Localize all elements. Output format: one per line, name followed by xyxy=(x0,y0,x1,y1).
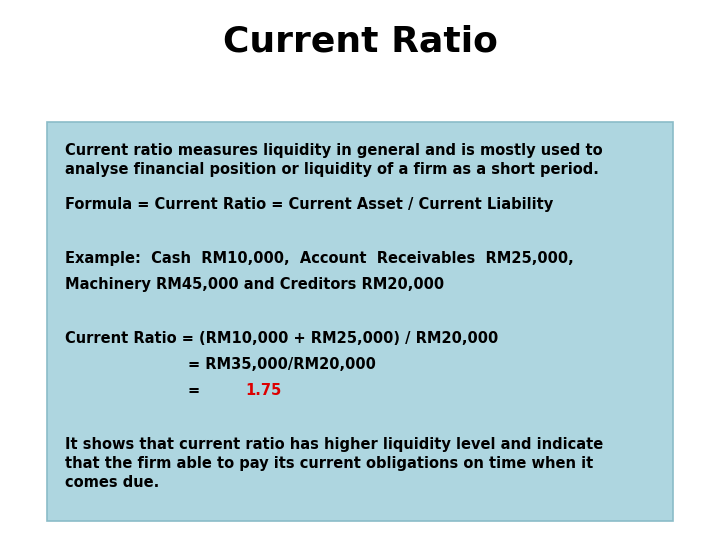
Text: =: = xyxy=(65,383,205,398)
Text: Current Ratio: Current Ratio xyxy=(222,24,498,58)
Text: It shows that current ratio has higher liquidity level and indicate
that the fir: It shows that current ratio has higher l… xyxy=(65,437,603,490)
FancyBboxPatch shape xyxy=(47,122,673,521)
Text: 1.75: 1.75 xyxy=(246,383,282,398)
Text: Example:  Cash  RM10,000,  Account  Receivables  RM25,000,: Example: Cash RM10,000, Account Receivab… xyxy=(65,251,574,266)
Text: Current ratio measures liquidity in general and is mostly used to
analyse financ: Current ratio measures liquidity in gene… xyxy=(65,143,603,177)
Text: Current Ratio = (RM10,000 + RM25,000) / RM20,000: Current Ratio = (RM10,000 + RM25,000) / … xyxy=(65,331,498,346)
Text: = RM35,000/RM20,000: = RM35,000/RM20,000 xyxy=(65,357,376,372)
Text: Formula = Current Ratio = Current Asset / Current Liability: Formula = Current Ratio = Current Asset … xyxy=(65,197,553,212)
Text: Machinery RM45,000 and Creditors RM20,000: Machinery RM45,000 and Creditors RM20,00… xyxy=(65,277,444,292)
